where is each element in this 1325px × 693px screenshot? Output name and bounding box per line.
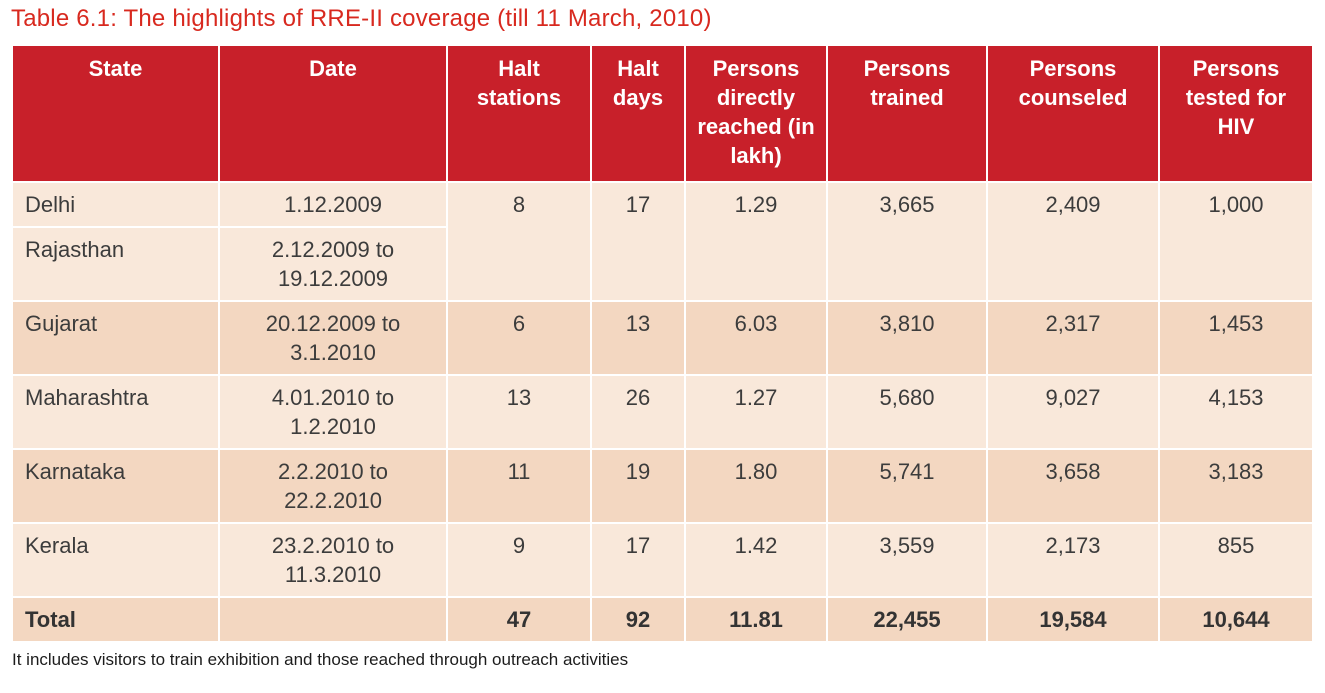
- cell-halt-days: 19: [590, 448, 686, 525]
- cell-date: 23.2.2010 to 11.3.2010: [218, 522, 448, 599]
- cell-state: Kerala: [11, 522, 220, 599]
- report-page: Table 6.1: The highlights of RRE-II cove…: [11, 5, 1314, 670]
- cell-persons-counseled: 9,027: [986, 374, 1160, 451]
- cell-date: [218, 596, 448, 644]
- cell-persons-tested: 10,644: [1158, 596, 1314, 644]
- cell-halt-days: 13: [590, 300, 686, 377]
- cell-halt-stations: 11: [446, 448, 592, 525]
- table-row-total: Total 47 92 11.81 22,455 19,584 10,644: [11, 596, 1314, 644]
- cell-persons-trained: 22,455: [826, 596, 988, 644]
- header-cell-persons-trained: Persons trained: [826, 44, 988, 183]
- cell-date: 4.01.2010 to 1.2.2010: [218, 374, 448, 451]
- cell-persons-trained: 3,810: [826, 300, 988, 377]
- cell-persons-reached: 1.42: [684, 522, 828, 599]
- header-cell-persons-tested: Persons tested for HIV: [1158, 44, 1314, 183]
- cell-persons-tested: 4,153: [1158, 374, 1314, 451]
- cell-persons-counseled: 2,409: [986, 180, 1160, 303]
- cell-persons-counseled: 2,317: [986, 300, 1160, 377]
- header-cell-state: State: [11, 44, 220, 183]
- cell-persons-reached: 1.29: [684, 180, 828, 303]
- cell-date: 2.12.2009 to 19.12.2009: [218, 226, 448, 303]
- cell-halt-stations: 6: [446, 300, 592, 377]
- cell-persons-reached: 11.81: [684, 596, 828, 644]
- cell-persons-tested: 1,000: [1158, 180, 1314, 303]
- table-row-karnataka: Karnataka 2.2.2010 to 22.2.2010 11 19 1.…: [11, 448, 1314, 525]
- cell-persons-reached: 1.27: [684, 374, 828, 451]
- cell-date: 1.12.2009: [218, 180, 448, 229]
- cell-state: Total: [11, 596, 220, 644]
- header-cell-persons-counseled: Persons counseled: [986, 44, 1160, 183]
- table-row-maharashtra: Maharashtra 4.01.2010 to 1.2.2010 13 26 …: [11, 374, 1314, 451]
- cell-date: 2.2.2010 to 22.2.2010: [218, 448, 448, 525]
- cell-halt-days: 26: [590, 374, 686, 451]
- cell-halt-days: 17: [590, 180, 686, 303]
- cell-persons-trained: 5,680: [826, 374, 988, 451]
- footnote: It includes visitors to train exhibition…: [12, 650, 629, 670]
- cell-state: Delhi: [11, 180, 220, 229]
- header-cell-halt-stations: Halt stations: [446, 44, 592, 183]
- cell-persons-reached: 6.03: [684, 300, 828, 377]
- table-title: Table 6.1: The highlights of RRE-II cove…: [11, 5, 712, 32]
- rre-coverage-table: State Date Halt stations Halt days Perso…: [11, 44, 1314, 644]
- cell-date: 20.12.2009 to 3.1.2010: [218, 300, 448, 377]
- cell-persons-trained: 5,741: [826, 448, 988, 525]
- cell-state: Gujarat: [11, 300, 220, 377]
- cell-persons-tested: 1,453: [1158, 300, 1314, 377]
- cell-persons-counseled: 3,658: [986, 448, 1160, 525]
- cell-persons-counseled: 19,584: [986, 596, 1160, 644]
- cell-state: Maharashtra: [11, 374, 220, 451]
- header-cell-persons-reached: Persons directly reached (in lakh): [684, 44, 828, 183]
- header-row: State Date Halt stations Halt days Perso…: [11, 44, 1314, 183]
- table-row-kerala: Kerala 23.2.2010 to 11.3.2010 9 17 1.42 …: [11, 522, 1314, 599]
- cell-state: Rajasthan: [11, 226, 220, 303]
- cell-persons-trained: 3,559: [826, 522, 988, 599]
- cell-persons-tested: 855: [1158, 522, 1314, 599]
- cell-halt-stations: 47: [446, 596, 592, 644]
- cell-halt-stations: 8: [446, 180, 592, 303]
- cell-persons-reached: 1.80: [684, 448, 828, 525]
- cell-halt-stations: 9: [446, 522, 592, 599]
- header-cell-date: Date: [218, 44, 448, 183]
- cell-persons-counseled: 2,173: [986, 522, 1160, 599]
- header-cell-halt-days: Halt days: [590, 44, 686, 183]
- cell-halt-days: 17: [590, 522, 686, 599]
- table-row-delhi: Delhi 1.12.2009 8 17 1.29 3,665 2,409 1,…: [11, 180, 1314, 303]
- cell-persons-tested: 3,183: [1158, 448, 1314, 525]
- table-row-rajasthan: Rajasthan 2.12.2009 to 19.12.2009: [11, 226, 1313, 303]
- table-row-gujarat: Gujarat 20.12.2009 to 3.1.2010 6 13 6.03…: [11, 300, 1314, 377]
- cell-halt-stations: 13: [446, 374, 592, 451]
- cell-halt-days: 92: [590, 596, 686, 644]
- cell-state: Karnataka: [11, 448, 220, 525]
- cell-persons-trained: 3,665: [826, 180, 988, 303]
